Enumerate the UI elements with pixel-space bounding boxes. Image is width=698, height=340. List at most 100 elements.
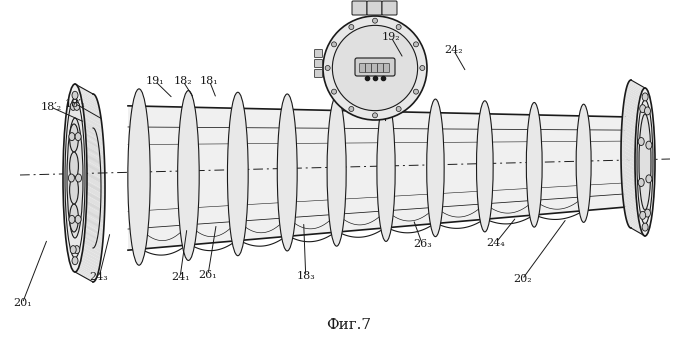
Polygon shape	[622, 125, 636, 137]
FancyBboxPatch shape	[367, 1, 382, 15]
Polygon shape	[621, 160, 635, 172]
Polygon shape	[82, 207, 100, 220]
Text: 20₁: 20₁	[13, 298, 31, 308]
Polygon shape	[82, 247, 101, 260]
Polygon shape	[623, 105, 637, 116]
Polygon shape	[622, 122, 636, 133]
Circle shape	[413, 89, 419, 94]
Polygon shape	[627, 221, 641, 231]
Circle shape	[332, 42, 336, 47]
Polygon shape	[84, 232, 103, 246]
Polygon shape	[628, 82, 643, 90]
FancyBboxPatch shape	[371, 64, 378, 72]
Polygon shape	[80, 90, 98, 102]
Polygon shape	[82, 100, 100, 113]
Ellipse shape	[228, 92, 248, 256]
Polygon shape	[85, 133, 104, 147]
Polygon shape	[83, 170, 101, 183]
FancyBboxPatch shape	[355, 58, 395, 76]
Polygon shape	[83, 189, 101, 202]
Polygon shape	[80, 92, 98, 105]
Ellipse shape	[128, 89, 150, 265]
Circle shape	[396, 106, 401, 112]
Polygon shape	[625, 92, 639, 103]
FancyBboxPatch shape	[315, 50, 322, 57]
Polygon shape	[630, 80, 645, 88]
Ellipse shape	[638, 137, 644, 146]
Polygon shape	[85, 128, 103, 142]
Polygon shape	[628, 223, 642, 232]
Polygon shape	[80, 95, 99, 107]
Polygon shape	[87, 170, 105, 186]
Polygon shape	[621, 136, 635, 148]
Polygon shape	[629, 226, 644, 235]
Polygon shape	[80, 261, 98, 274]
Polygon shape	[75, 84, 94, 95]
Text: 18₃: 18₃	[297, 271, 315, 281]
Ellipse shape	[75, 174, 82, 182]
Polygon shape	[627, 85, 641, 95]
Polygon shape	[621, 144, 635, 156]
Polygon shape	[81, 136, 99, 149]
Ellipse shape	[646, 141, 652, 149]
FancyBboxPatch shape	[315, 69, 322, 78]
Ellipse shape	[65, 98, 85, 258]
Polygon shape	[81, 256, 100, 269]
Ellipse shape	[526, 102, 542, 227]
Polygon shape	[84, 113, 102, 126]
Polygon shape	[84, 236, 103, 250]
Ellipse shape	[69, 215, 75, 223]
Polygon shape	[78, 87, 97, 99]
Polygon shape	[86, 215, 104, 229]
Ellipse shape	[72, 257, 78, 265]
Ellipse shape	[70, 245, 76, 254]
Polygon shape	[87, 146, 105, 161]
Ellipse shape	[63, 84, 87, 272]
Polygon shape	[77, 269, 96, 280]
Polygon shape	[77, 236, 95, 246]
Text: 18₁: 18₁	[200, 76, 218, 86]
Polygon shape	[624, 206, 638, 216]
Ellipse shape	[377, 97, 395, 241]
FancyBboxPatch shape	[378, 64, 383, 72]
Polygon shape	[84, 240, 102, 254]
Polygon shape	[79, 228, 98, 240]
Polygon shape	[621, 172, 635, 183]
Polygon shape	[626, 88, 640, 98]
Circle shape	[325, 66, 330, 70]
Text: 18′₂: 18′₂	[40, 102, 61, 112]
Polygon shape	[75, 118, 94, 128]
Polygon shape	[86, 137, 104, 151]
Ellipse shape	[68, 174, 75, 182]
Polygon shape	[621, 133, 635, 144]
FancyBboxPatch shape	[359, 64, 366, 72]
Polygon shape	[79, 266, 97, 277]
Polygon shape	[623, 112, 637, 123]
Text: 20₂: 20₂	[513, 274, 531, 285]
Ellipse shape	[75, 215, 81, 223]
Polygon shape	[75, 84, 94, 94]
Polygon shape	[82, 143, 100, 156]
Polygon shape	[622, 186, 637, 198]
Polygon shape	[75, 272, 94, 282]
Polygon shape	[85, 228, 103, 242]
Polygon shape	[82, 103, 101, 116]
Polygon shape	[81, 97, 100, 110]
Polygon shape	[75, 238, 94, 248]
Polygon shape	[621, 164, 635, 176]
Text: 18₂: 18₂	[174, 76, 192, 86]
Ellipse shape	[178, 90, 199, 260]
Polygon shape	[623, 193, 637, 205]
Polygon shape	[87, 200, 105, 215]
Polygon shape	[77, 121, 96, 132]
Polygon shape	[83, 243, 102, 257]
Ellipse shape	[277, 94, 297, 251]
Polygon shape	[85, 223, 103, 238]
Polygon shape	[629, 81, 644, 90]
Circle shape	[332, 89, 336, 94]
Polygon shape	[623, 102, 638, 113]
Polygon shape	[80, 222, 98, 234]
Text: 24₁: 24₁	[171, 272, 189, 282]
Polygon shape	[76, 271, 95, 282]
Polygon shape	[80, 259, 99, 271]
